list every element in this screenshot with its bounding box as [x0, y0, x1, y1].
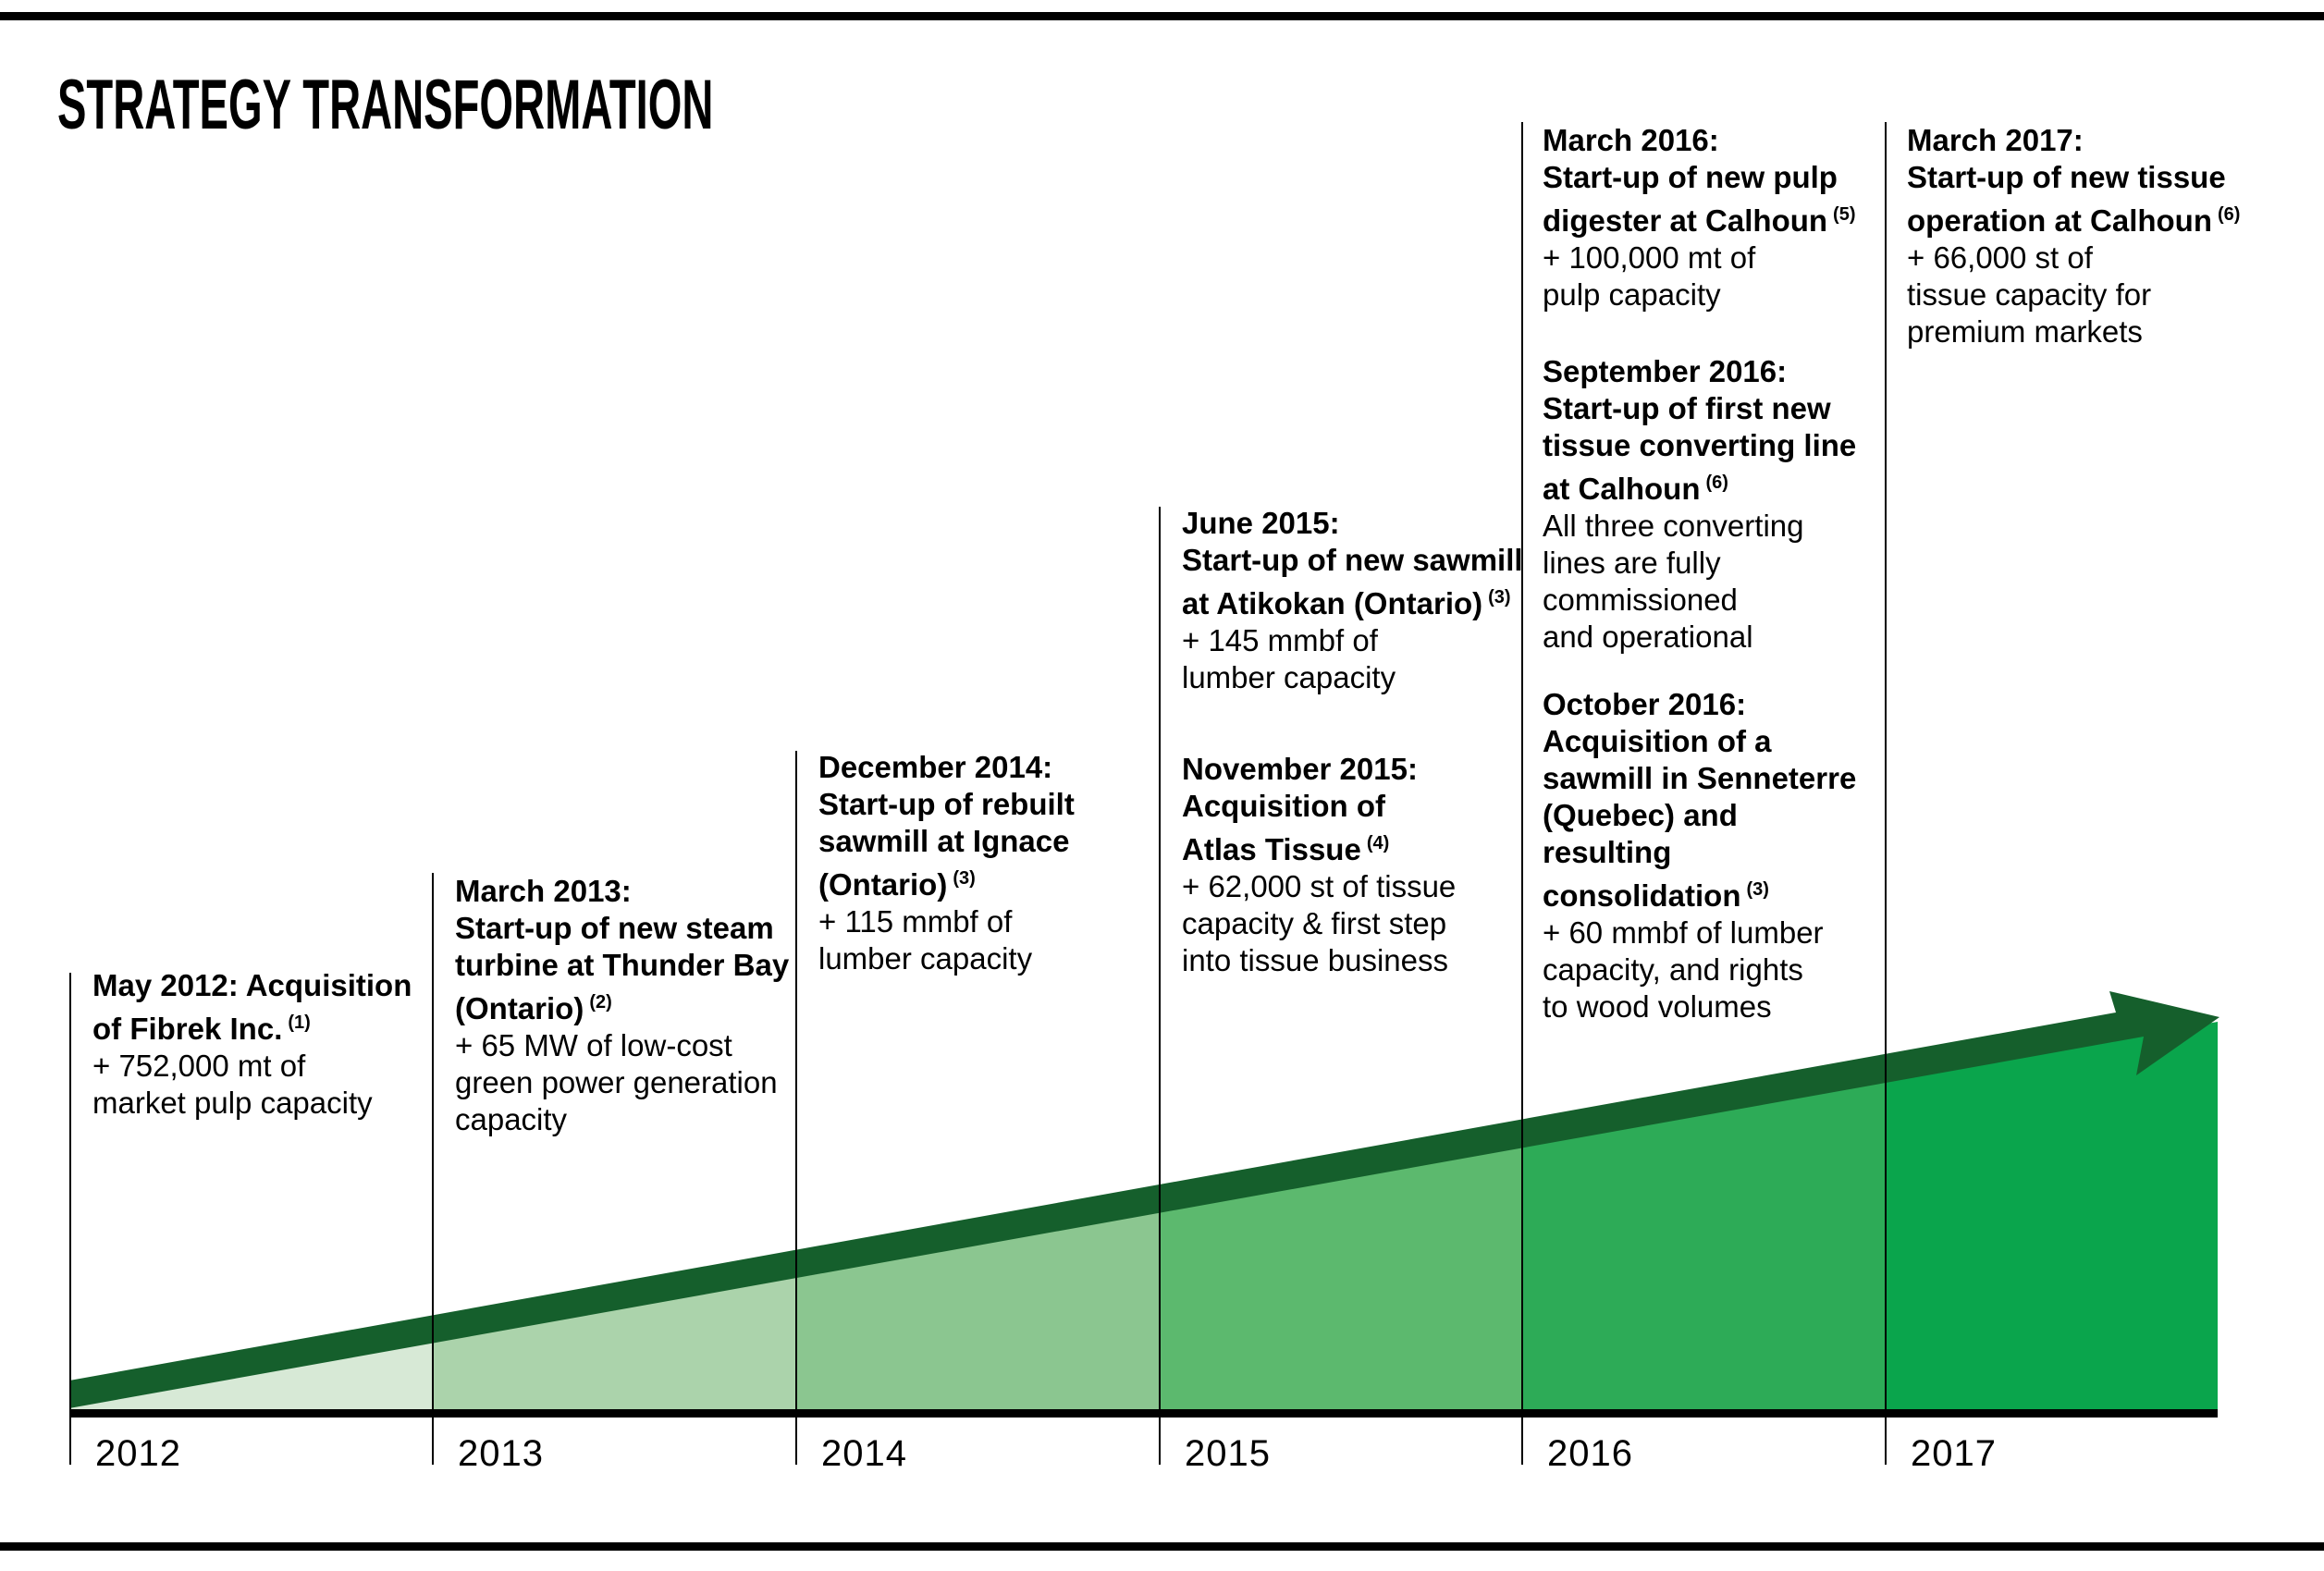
separator-2017	[1885, 122, 1887, 1465]
separator-2016	[1521, 122, 1523, 1465]
milestone-heading: December 2014: Start-up of rebuilt sawmi…	[818, 750, 1075, 902]
milestone-heading: May 2012: Acquisition of Fibrek Inc.	[92, 968, 412, 1046]
top-border-bar	[0, 12, 2324, 20]
separator-2012	[69, 973, 71, 1465]
year-label-2013: 2013	[458, 1433, 544, 1474]
segment-fill-2017	[1885, 1022, 2218, 1415]
milestone-body: + 66,000 st of tissue capacity for premi…	[1907, 240, 2152, 349]
footnote-ref: (3)	[953, 868, 976, 889]
footnote-ref: (2)	[589, 992, 612, 1013]
milestone-body: All three converting lines are fully com…	[1543, 509, 1804, 654]
milestone-march-2016: March 2016: Start-up of new pulp digeste…	[1543, 122, 1903, 313]
milestone-heading: November 2015: Acquisition of Atlas Tiss…	[1182, 752, 1418, 866]
milestone-heading: September 2016: Start-up of first new ti…	[1543, 354, 1857, 506]
timeline-baseline	[69, 1409, 2218, 1418]
footnote-ref: (6)	[1705, 473, 1728, 493]
milestone-march-2017: March 2017: Start-up of new tissue opera…	[1907, 122, 2268, 350]
footnote-ref: (1)	[288, 1013, 311, 1033]
page-title: STRATEGY TRANSFORMATION	[57, 66, 714, 144]
segment-fill-2012	[69, 1343, 432, 1415]
footnote-ref: (3)	[1746, 879, 1769, 900]
separator-2015	[1159, 507, 1161, 1465]
milestone-may-2012: May 2012: Acquisition of Fibrek Inc. (1) …	[92, 967, 453, 1122]
milestone-september-2016: September 2016: Start-up of first new ti…	[1543, 353, 1903, 656]
year-label-2014: 2014	[821, 1433, 907, 1474]
milestone-november-2015: November 2015: Acquisition of Atlas Tiss…	[1182, 751, 1543, 979]
growth-arrow	[69, 991, 2219, 1408]
milestone-heading: March 2013: Start-up of new steam turbin…	[455, 874, 790, 1025]
milestone-heading: June 2015: Start-up of new sawmill at At…	[1182, 506, 1523, 620]
milestone-body: + 115 mmbf of lumber capacity	[818, 904, 1033, 976]
milestone-heading: March 2016: Start-up of new pulp digeste…	[1543, 123, 1838, 238]
footnote-ref: (6)	[2218, 204, 2241, 225]
milestone-body: + 100,000 mt of pulp capacity	[1543, 240, 1756, 312]
footnote-ref: (3)	[1488, 587, 1511, 608]
separator-2014	[795, 751, 797, 1465]
segment-fill-2016	[1521, 1082, 1885, 1415]
bottom-border-bar	[0, 1542, 2324, 1551]
segment-fill-2015	[1159, 1147, 1521, 1415]
year-label-2012: 2012	[95, 1433, 181, 1474]
milestone-heading: March 2017: Start-up of new tissue opera…	[1907, 123, 2226, 238]
milestone-body: + 62,000 st of tissue capacity & first s…	[1182, 869, 1457, 977]
milestone-body: + 145 mmbf of lumber capacity	[1182, 623, 1396, 694]
segment-fill-2014	[795, 1212, 1159, 1415]
milestone-heading: October 2016: Acquisition of a sawmill i…	[1543, 687, 1857, 913]
milestone-june-2015: June 2015: Start-up of new sawmill at At…	[1182, 505, 1543, 696]
segment-fill-2013	[432, 1278, 795, 1415]
milestone-october-2016: October 2016: Acquisition of a sawmill i…	[1543, 686, 1903, 1025]
milestone-december-2014: December 2014: Start-up of rebuilt sawmi…	[818, 749, 1179, 977]
year-label-2015: 2015	[1185, 1433, 1271, 1474]
footnote-ref: (4)	[1366, 833, 1390, 853]
year-label-2017: 2017	[1911, 1433, 1997, 1474]
milestone-body: + 65 MW of low-cost green power generati…	[455, 1028, 778, 1136]
footnote-ref: (5)	[1833, 204, 1856, 225]
year-label-2016: 2016	[1547, 1433, 1633, 1474]
milestone-march-2013: March 2013: Start-up of new steam turbin…	[455, 873, 816, 1138]
milestone-body: + 60 mmbf of lumber capacity, and rights…	[1543, 915, 1824, 1024]
separator-2013	[432, 873, 434, 1465]
milestone-body: + 752,000 mt of market pulp capacity	[92, 1049, 373, 1120]
